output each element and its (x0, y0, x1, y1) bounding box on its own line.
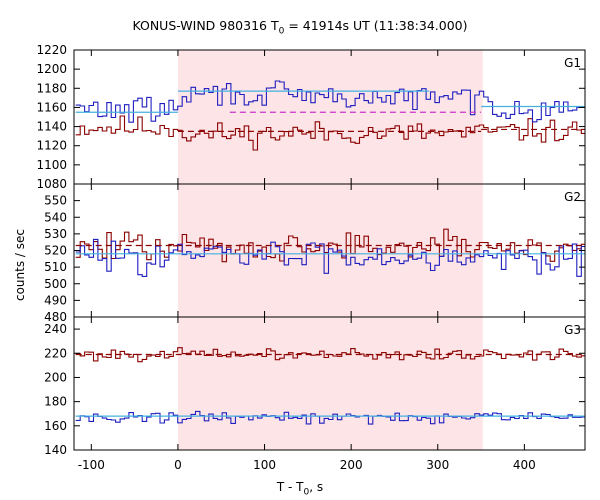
ytick-label-G2-6: 540 (44, 210, 67, 224)
x-axis-label: T - T0, s (276, 480, 324, 498)
xtick-label-4: 300 (426, 458, 449, 472)
shaded-interval-G1 (177, 50, 483, 184)
xtick-label-5: 400 (513, 458, 536, 472)
series-G1-blue (75, 80, 585, 123)
ytick-label-G2-1: 490 (44, 293, 67, 307)
ytick-label-G1-3: 1140 (36, 120, 67, 134)
ytick-label-G3-3: 200 (44, 370, 67, 384)
ytick-label-G1-0: 1080 (36, 177, 67, 191)
ytick-label-G2-5: 530 (44, 227, 67, 241)
xtick-label-2: 100 (253, 458, 276, 472)
ytick-label-G1-4: 1160 (36, 100, 67, 114)
panel-label-G1: G1 (564, 56, 581, 70)
ytick-label-G1-1: 1100 (36, 158, 67, 172)
ytick-label-G2-2: 500 (44, 277, 67, 291)
xtick-label-3: 200 (340, 458, 363, 472)
ytick-label-G1-2: 1120 (36, 139, 67, 153)
ytick-label-G2-4: 520 (44, 244, 67, 258)
shaded-interval-G2 (177, 184, 483, 317)
xtick-label-1: 0 (174, 458, 182, 472)
ytick-label-G3-1: 160 (44, 419, 67, 433)
ytick-label-G3-4: 220 (44, 346, 67, 360)
panel-label-G3: G3 (564, 323, 581, 337)
panel-label-G2: G2 (564, 190, 581, 204)
ytick-label-G3-5: 240 (44, 322, 67, 336)
ytick-label-G2-3: 510 (44, 260, 67, 274)
chart-title: KONUS-WIND 980316 T0 = 41914s UT (11:38:… (132, 18, 468, 37)
ytick-label-G3-0: 140 (44, 443, 67, 457)
panel-frame-G3 (73, 316, 586, 451)
series-G2-red (75, 228, 585, 263)
xtick-label-0: -100 (78, 458, 105, 472)
ytick-label-G1-7: 1220 (36, 43, 67, 57)
shaded-interval-G3 (177, 317, 483, 450)
ytick-label-G3-2: 180 (44, 395, 67, 409)
ytick-label-G2-0: 480 (44, 310, 67, 324)
series-G3-blue (75, 410, 585, 425)
ytick-label-G2-7: 550 (44, 194, 67, 208)
ytick-label-G1-6: 1200 (36, 62, 67, 76)
ytick-label-G1-5: 1180 (36, 81, 67, 95)
